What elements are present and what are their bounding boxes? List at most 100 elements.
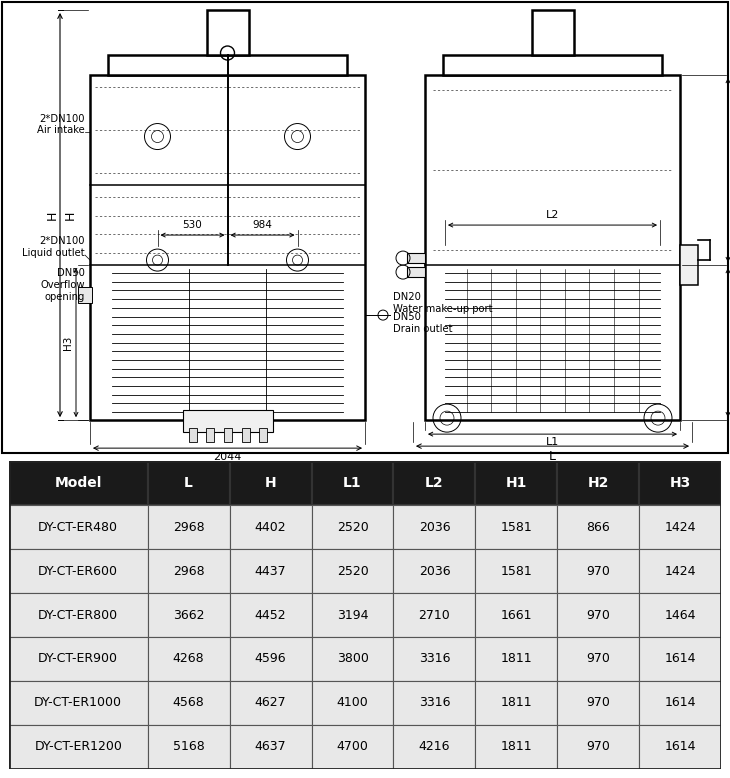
- Text: 970: 970: [586, 608, 610, 622]
- Text: 970: 970: [586, 565, 610, 577]
- Bar: [230, 549, 312, 593]
- Bar: [558, 637, 639, 681]
- Text: H: H: [265, 476, 277, 490]
- Text: 2520: 2520: [337, 520, 369, 534]
- Text: 970: 970: [586, 696, 610, 710]
- Text: L2: L2: [425, 476, 444, 490]
- Bar: [558, 681, 639, 725]
- Bar: [242, 428, 250, 442]
- Text: DY-CT-ER800: DY-CT-ER800: [38, 608, 118, 622]
- Bar: [312, 725, 393, 769]
- Text: DY-CT-ER600: DY-CT-ER600: [38, 565, 118, 577]
- Bar: [223, 428, 231, 442]
- Bar: [108, 55, 347, 75]
- Text: 4437: 4437: [255, 565, 286, 577]
- Text: DY-CT-ER1000: DY-CT-ER1000: [34, 696, 122, 710]
- Bar: [393, 505, 475, 549]
- Text: H: H: [64, 210, 77, 219]
- Bar: [147, 681, 230, 725]
- Bar: [207, 10, 248, 55]
- Text: 1614: 1614: [664, 740, 696, 753]
- Text: DN50
Drain outlet: DN50 Drain outlet: [393, 312, 453, 334]
- Bar: [147, 549, 230, 593]
- Text: L1: L1: [546, 437, 559, 447]
- Text: 2968: 2968: [173, 520, 204, 534]
- Text: 5168: 5168: [173, 740, 204, 753]
- Bar: [558, 549, 639, 593]
- Text: 2036: 2036: [418, 520, 450, 534]
- Text: 4627: 4627: [255, 696, 286, 710]
- Bar: [9, 725, 147, 769]
- Bar: [230, 593, 312, 637]
- Bar: [78, 287, 92, 303]
- Text: 1614: 1614: [664, 653, 696, 665]
- Bar: [639, 461, 721, 505]
- Bar: [531, 10, 574, 55]
- Bar: [393, 593, 475, 637]
- Bar: [639, 549, 721, 593]
- Text: 1464: 1464: [664, 608, 696, 622]
- Bar: [425, 75, 680, 420]
- Bar: [312, 593, 393, 637]
- Text: 4100: 4100: [337, 696, 369, 710]
- Text: L: L: [184, 476, 193, 490]
- Text: 4402: 4402: [255, 520, 286, 534]
- Text: 4596: 4596: [255, 653, 286, 665]
- Bar: [475, 681, 558, 725]
- Text: 984: 984: [253, 220, 272, 230]
- Bar: [407, 253, 425, 263]
- Bar: [475, 461, 558, 505]
- Text: 1424: 1424: [664, 565, 696, 577]
- Text: 2*DN100
Liquid outlet: 2*DN100 Liquid outlet: [23, 237, 85, 258]
- Text: DN20
Water make-up port: DN20 Water make-up port: [393, 293, 493, 314]
- Text: H3: H3: [63, 335, 73, 350]
- Text: 4268: 4268: [173, 653, 204, 665]
- Bar: [147, 461, 230, 505]
- Bar: [147, 505, 230, 549]
- Bar: [475, 725, 558, 769]
- Bar: [312, 549, 393, 593]
- Text: 3316: 3316: [419, 696, 450, 710]
- Bar: [188, 428, 196, 442]
- Bar: [639, 637, 721, 681]
- Text: 1811: 1811: [501, 696, 532, 710]
- Bar: [230, 461, 312, 505]
- Bar: [9, 461, 147, 505]
- Text: 2710: 2710: [418, 608, 450, 622]
- Bar: [639, 593, 721, 637]
- Bar: [9, 549, 147, 593]
- Text: 2044: 2044: [213, 452, 242, 462]
- Bar: [393, 461, 475, 505]
- Text: 1661: 1661: [501, 608, 532, 622]
- Bar: [206, 428, 213, 442]
- Text: 3316: 3316: [419, 653, 450, 665]
- Bar: [393, 637, 475, 681]
- Text: 2036: 2036: [418, 565, 450, 577]
- Text: 970: 970: [586, 653, 610, 665]
- Bar: [393, 549, 475, 593]
- Text: DN50
Overflow
opening: DN50 Overflow opening: [40, 268, 85, 302]
- Bar: [639, 505, 721, 549]
- Text: 4637: 4637: [255, 740, 286, 753]
- Bar: [230, 681, 312, 725]
- Bar: [558, 593, 639, 637]
- Text: 1811: 1811: [501, 653, 532, 665]
- Text: 4700: 4700: [337, 740, 369, 753]
- Text: L2: L2: [546, 210, 559, 220]
- Bar: [443, 55, 662, 75]
- Bar: [230, 725, 312, 769]
- Bar: [90, 75, 365, 420]
- Text: H: H: [45, 210, 58, 219]
- Bar: [639, 725, 721, 769]
- Text: H1: H1: [506, 476, 527, 490]
- Text: 3194: 3194: [337, 608, 368, 622]
- Bar: [407, 267, 425, 277]
- Bar: [9, 681, 147, 725]
- Bar: [9, 637, 147, 681]
- Text: L: L: [549, 450, 556, 463]
- Bar: [182, 410, 272, 432]
- Bar: [475, 505, 558, 549]
- Text: 1581: 1581: [501, 520, 532, 534]
- Bar: [639, 681, 721, 725]
- Text: 866: 866: [586, 520, 610, 534]
